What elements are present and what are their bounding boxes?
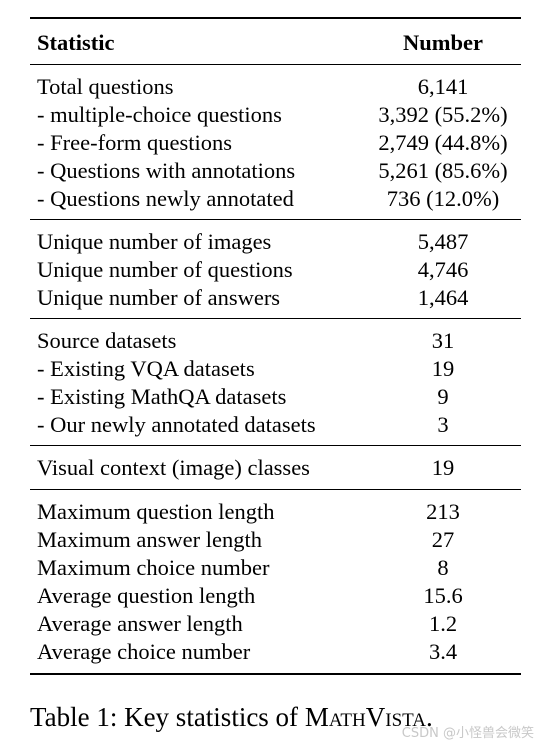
row-value: 5,261 (85.6%) (378, 158, 508, 183)
row-value: 4,746 (417, 257, 469, 282)
bottom-rule (30, 673, 521, 675)
table-row: Unique number of questions 4,746 (0, 256, 546, 284)
row-label: - Existing MathQA datasets (37, 384, 287, 409)
row-value: 8 (437, 555, 449, 580)
group-rule (30, 318, 521, 319)
row-label: Unique number of questions (37, 257, 293, 282)
row-label: Maximum question length (37, 499, 275, 524)
row-value: 19 (431, 356, 455, 381)
table-row: - Free-form questions 2,749 (44.8%) (0, 129, 546, 157)
row-value: 736 (12.0%) (386, 186, 500, 211)
table-row: Unique number of images 5,487 (0, 228, 546, 256)
header-number: Number (403, 30, 483, 55)
table-row: Average answer length 1.2 (0, 610, 546, 638)
row-value: 9 (437, 384, 449, 409)
table-row: - Our newly annotated datasets 3 (0, 411, 546, 439)
row-label: Total questions (37, 74, 174, 99)
table-row: Average choice number 3.4 (0, 638, 546, 666)
row-label: Unique number of answers (37, 285, 281, 310)
row-value: 1,464 (417, 285, 469, 310)
group-rule (30, 489, 521, 490)
caption-suffix: . (425, 702, 433, 732)
row-label: Average choice number (37, 639, 251, 664)
row-label: Maximum choice number (37, 555, 270, 580)
row-label: - multiple-choice questions (37, 102, 282, 127)
row-label: Average answer length (37, 611, 243, 636)
row-label: - Questions with annotations (37, 158, 296, 183)
table-row: - Questions with annotations 5,261 (85.6… (0, 157, 546, 185)
row-value: 5,487 (417, 229, 469, 254)
row-value: 1.2 (428, 611, 458, 636)
table-row: Visual context (image) classes 19 (0, 454, 546, 482)
row-value: 3 (437, 412, 449, 437)
row-value: 15.6 (423, 583, 463, 608)
row-value: 213 (426, 499, 460, 524)
table-header: Statistic Number (0, 29, 546, 57)
table-row: Source datasets 31 (0, 327, 546, 355)
row-label: Average question length (37, 583, 256, 608)
table-row: - multiple-choice questions 3,392 (55.2%… (0, 101, 546, 129)
row-value: 6,141 (417, 74, 469, 99)
row-value: 3,392 (55.2%) (378, 102, 508, 127)
caption-dataset-name: MathVista (304, 702, 426, 732)
row-label: Source datasets (37, 328, 177, 353)
row-label: Unique number of images (37, 229, 272, 254)
caption-prefix: Table 1: Key statistics of (30, 702, 305, 732)
row-value: 3.4 (428, 639, 458, 664)
header-statistic: Statistic (37, 30, 115, 55)
group-rule (30, 219, 521, 220)
header-rule (30, 64, 521, 65)
row-label: - Questions newly annotated (37, 186, 294, 211)
row-value: 2,749 (44.8%) (378, 130, 508, 155)
row-value: 31 (431, 328, 455, 353)
row-label: - Free-form questions (37, 130, 232, 155)
row-label: - Existing VQA datasets (37, 356, 255, 381)
table-row: Total questions 6,141 (0, 73, 546, 101)
table-row: - Existing VQA datasets 19 (0, 355, 546, 383)
table-row: Maximum choice number 8 (0, 554, 546, 582)
table-row: Maximum question length 213 (0, 498, 546, 526)
row-label: - Our newly annotated datasets (37, 412, 316, 437)
row-value: 19 (431, 455, 455, 480)
row-label: Maximum answer length (37, 527, 262, 552)
table-row: - Questions newly annotated 736 (12.0%) (0, 185, 546, 213)
group-rule (30, 445, 521, 446)
top-rule (30, 17, 521, 19)
table-row: - Existing MathQA datasets 9 (0, 383, 546, 411)
table-row: Maximum answer length 27 (0, 526, 546, 554)
table-row: Unique number of answers 1,464 (0, 284, 546, 312)
row-value: 27 (431, 527, 455, 552)
row-label: Visual context (image) classes (37, 455, 310, 480)
table-row: Average question length 15.6 (0, 582, 546, 610)
watermark: CSDN @小怪兽会微笑 (401, 726, 534, 741)
table-caption: Table 1: Key statistics of MathVista. (30, 700, 433, 734)
